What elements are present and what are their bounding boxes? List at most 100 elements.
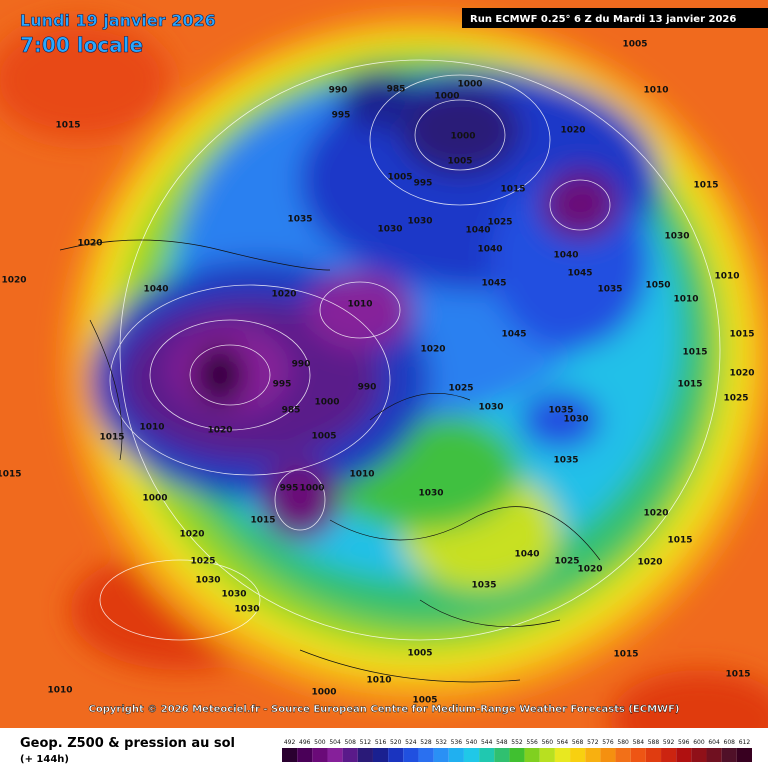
- colorbar-cell: [403, 748, 419, 762]
- colorbar-cell: [570, 748, 586, 762]
- isobar-label: 1020: [729, 369, 754, 379]
- isobar-label: 1000: [450, 132, 475, 142]
- colorbar-cell: [357, 748, 373, 762]
- isobar-label: 1015: [725, 670, 750, 680]
- colorbar-cell: [585, 748, 601, 762]
- colorbar-cell: [524, 748, 540, 762]
- isobar-label: 1025: [554, 557, 579, 567]
- isobar-label: 1010: [366, 676, 391, 686]
- colorbar-cell: [418, 748, 434, 762]
- isobar-label: 1045: [501, 330, 526, 340]
- isobar-label: 1020: [643, 509, 668, 519]
- isobar-label: 1015: [693, 181, 718, 191]
- isobar-label: 1030: [407, 217, 432, 227]
- isobar-label: 985: [282, 406, 301, 416]
- footer-lead: (+ 144h): [20, 754, 69, 765]
- isobar-label: 1035: [553, 456, 578, 466]
- colorbar-cell: [342, 748, 358, 762]
- colorbar-cell: [721, 748, 737, 762]
- colorbar-cell: [372, 748, 389, 762]
- isobar-label: 1030: [563, 415, 588, 425]
- isobar-label: 1015: [613, 650, 638, 660]
- colorbar-label: 516: [375, 739, 387, 746]
- isobar-label: 995: [280, 484, 299, 494]
- isobar-label: 1015: [55, 121, 80, 131]
- colorbar-label: 604: [708, 739, 720, 746]
- run-box: [462, 8, 768, 28]
- colorbar-label: 560: [542, 739, 554, 746]
- colorbar-label: 496: [299, 739, 311, 746]
- colorbar: 492 496 500 504 508 512 516 520 524 528 532 536 540 5…: [282, 739, 752, 762]
- colorbar-label: 588: [648, 739, 660, 746]
- colorbar-label: 492: [284, 739, 296, 746]
- colorbar-cell: [645, 748, 662, 762]
- isobar-label: 1030: [664, 232, 689, 242]
- isobar-label: 1050: [645, 281, 670, 291]
- colorbar-label: 568: [572, 739, 584, 746]
- colorbar-cell: [388, 748, 404, 762]
- colorbar-cell: [706, 748, 722, 762]
- colorbar-cell: [312, 748, 328, 762]
- colorbar-cell: [630, 748, 646, 762]
- colorbar-cell: [600, 748, 616, 762]
- isobar-label: 1035: [548, 406, 573, 416]
- isobar-label: 995: [414, 179, 433, 189]
- isobar-label: 1020: [560, 126, 585, 136]
- colorbar-label: 500: [314, 739, 326, 746]
- colorbar-label: 580: [617, 739, 629, 746]
- colorbar-cell: [676, 748, 692, 762]
- colorbar-label: 584: [633, 739, 645, 746]
- colorbar-cell: [433, 748, 449, 762]
- isobar-label: 1035: [597, 285, 622, 295]
- colorbar-label: 564: [557, 739, 569, 746]
- date: Lundi 19 janvier 2026: [20, 11, 216, 30]
- isobar-label: 1020: [637, 558, 662, 568]
- colorbar-label: 504: [329, 739, 341, 746]
- isobar-label: 1010: [349, 470, 374, 480]
- isobar-label: 1010: [139, 423, 164, 433]
- isobar-label: 995: [332, 111, 351, 121]
- isobar-label: 1015: [729, 330, 754, 340]
- colorbar-label: 524: [405, 739, 417, 746]
- colorbar-cell: [463, 748, 480, 762]
- colorbar-label: 532: [435, 739, 447, 746]
- isobar-label: 1015: [250, 516, 275, 526]
- isobar-label: 1000: [314, 398, 339, 408]
- colorbar-label: 600: [693, 739, 705, 746]
- colorbar-label: 552: [511, 739, 523, 746]
- colorbar-cell: [691, 748, 707, 762]
- isobar-label: 1025: [190, 557, 215, 567]
- isobar-label: 1020: [207, 426, 232, 436]
- isobar-label: 1005: [407, 649, 432, 659]
- colorbar-label: 548: [496, 739, 508, 746]
- isobar-label: 1030: [418, 489, 443, 499]
- isobar-label: 1040: [553, 251, 578, 261]
- time: 7:00 locale: [20, 33, 143, 57]
- isobar-label: 1040: [465, 226, 490, 236]
- colorbar-label: 612: [739, 739, 751, 746]
- isobar-label: 1020: [271, 290, 296, 300]
- isobar-label: 1040: [514, 550, 539, 560]
- isobar-label: 1015: [0, 470, 22, 480]
- isobar-label: 985: [387, 85, 406, 95]
- isobar-label: 995: [273, 380, 292, 390]
- colorbar-label: 536: [451, 739, 463, 746]
- isobar-label: 1010: [347, 300, 372, 310]
- isobar-label: 1005: [387, 173, 412, 183]
- isobar-label: 1035: [471, 581, 496, 591]
- run-info: Run ECMWF 0.25° 6 Z du Mardi 13 janvier …: [470, 14, 736, 25]
- isobar-label: 1015: [99, 433, 124, 443]
- colorbar-cell: [479, 748, 495, 762]
- isobar-label: 1035: [287, 215, 312, 225]
- isobar-label: 1010: [47, 686, 72, 696]
- colorbar-cell: [494, 748, 510, 762]
- isobar-label: 1005: [622, 40, 647, 50]
- isobar-label: 1045: [481, 279, 506, 289]
- isobar-label: 1020: [77, 239, 102, 249]
- colorbar-label: 520: [390, 739, 402, 746]
- colorbar-label: 576: [602, 739, 614, 746]
- isobar-label: 1030: [195, 576, 220, 586]
- isobar-label: 990: [329, 86, 348, 96]
